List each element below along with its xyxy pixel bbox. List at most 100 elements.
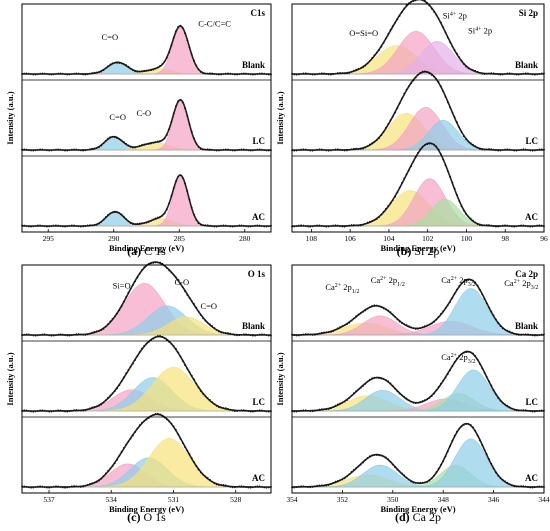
data-point <box>23 148 26 151</box>
data-point <box>222 224 225 227</box>
data-point <box>398 102 401 105</box>
data-point <box>536 149 539 151</box>
data-point <box>70 73 73 76</box>
data-point <box>366 307 369 310</box>
spectrum-AC: AC <box>21 174 272 228</box>
data-point <box>73 485 75 487</box>
data-point <box>325 331 328 334</box>
data-point <box>346 225 348 228</box>
data-point <box>254 73 257 76</box>
data-point <box>478 288 481 291</box>
data-point <box>465 279 468 282</box>
data-point <box>195 382 198 385</box>
data-point <box>430 74 433 76</box>
data-point <box>401 322 403 324</box>
data-point <box>293 334 296 337</box>
data-point <box>156 335 159 337</box>
data-point <box>46 149 48 152</box>
data-point <box>520 224 522 227</box>
data-point <box>483 371 486 374</box>
data-point <box>186 293 189 296</box>
data-point <box>520 148 522 151</box>
data-point <box>522 72 525 75</box>
data-point <box>444 376 447 379</box>
data-point <box>426 481 429 483</box>
data-point <box>30 486 32 489</box>
data-point <box>159 261 161 264</box>
data-point <box>378 454 380 457</box>
data-point <box>520 485 522 488</box>
data-point <box>197 68 200 71</box>
data-point <box>325 408 328 411</box>
data-point <box>84 484 87 487</box>
data-point <box>218 73 220 76</box>
data-point <box>481 72 484 75</box>
data-point <box>109 320 112 323</box>
data-point <box>467 423 470 425</box>
data-point <box>421 400 424 402</box>
data-point <box>127 144 130 147</box>
data-point <box>385 308 387 311</box>
data-point <box>229 72 232 75</box>
data-point <box>25 148 28 151</box>
data-point <box>213 327 216 329</box>
data-point <box>293 225 296 228</box>
data-point <box>113 136 116 139</box>
data-point <box>116 61 118 64</box>
spectrum-AC: AC <box>21 412 272 489</box>
data-point <box>481 148 484 151</box>
data-point <box>172 36 175 39</box>
data-point <box>316 148 319 151</box>
data-point <box>104 472 107 475</box>
peak-annotation: C-O <box>137 108 152 118</box>
data-point <box>517 224 520 227</box>
panel-title: Si 2p <box>519 8 538 18</box>
data-point <box>202 317 204 320</box>
data-point <box>341 72 344 74</box>
data-point <box>61 72 64 75</box>
data-point <box>118 138 121 141</box>
data-point <box>120 450 123 453</box>
data-point <box>501 224 504 227</box>
data-point <box>302 333 305 336</box>
data-point <box>371 56 374 59</box>
data-point <box>143 344 146 347</box>
data-point <box>152 262 155 264</box>
data-point <box>430 142 433 145</box>
data-point <box>350 71 353 73</box>
data-point <box>61 225 64 228</box>
data-point <box>538 72 541 75</box>
data-point <box>437 385 440 388</box>
data-point <box>116 137 118 140</box>
data-point <box>184 182 186 185</box>
data-point <box>100 70 103 73</box>
data-point <box>316 409 319 412</box>
data-point <box>460 282 463 285</box>
data-point <box>428 4 431 7</box>
data-point <box>95 223 98 226</box>
data-point <box>256 334 259 337</box>
x-tick-label: 352 <box>337 495 349 504</box>
data-point <box>357 388 360 391</box>
panel-title: C1s <box>250 8 265 18</box>
data-point <box>245 225 248 228</box>
data-point <box>193 378 195 381</box>
data-point <box>451 111 454 114</box>
data-point <box>540 148 543 151</box>
data-point <box>190 130 193 133</box>
data-point <box>346 475 348 478</box>
data-point <box>401 394 403 397</box>
data-point <box>245 409 248 412</box>
data-point <box>531 149 534 152</box>
data-point <box>304 333 307 335</box>
peak-annotation: C-O <box>174 277 189 287</box>
data-point <box>378 49 380 51</box>
data-point <box>141 143 143 146</box>
data-point <box>302 224 305 227</box>
data-point <box>195 306 198 309</box>
data-point <box>84 225 87 227</box>
data-point <box>394 21 396 24</box>
data-point <box>330 73 332 76</box>
data-point <box>320 484 323 487</box>
data-point <box>385 379 387 381</box>
